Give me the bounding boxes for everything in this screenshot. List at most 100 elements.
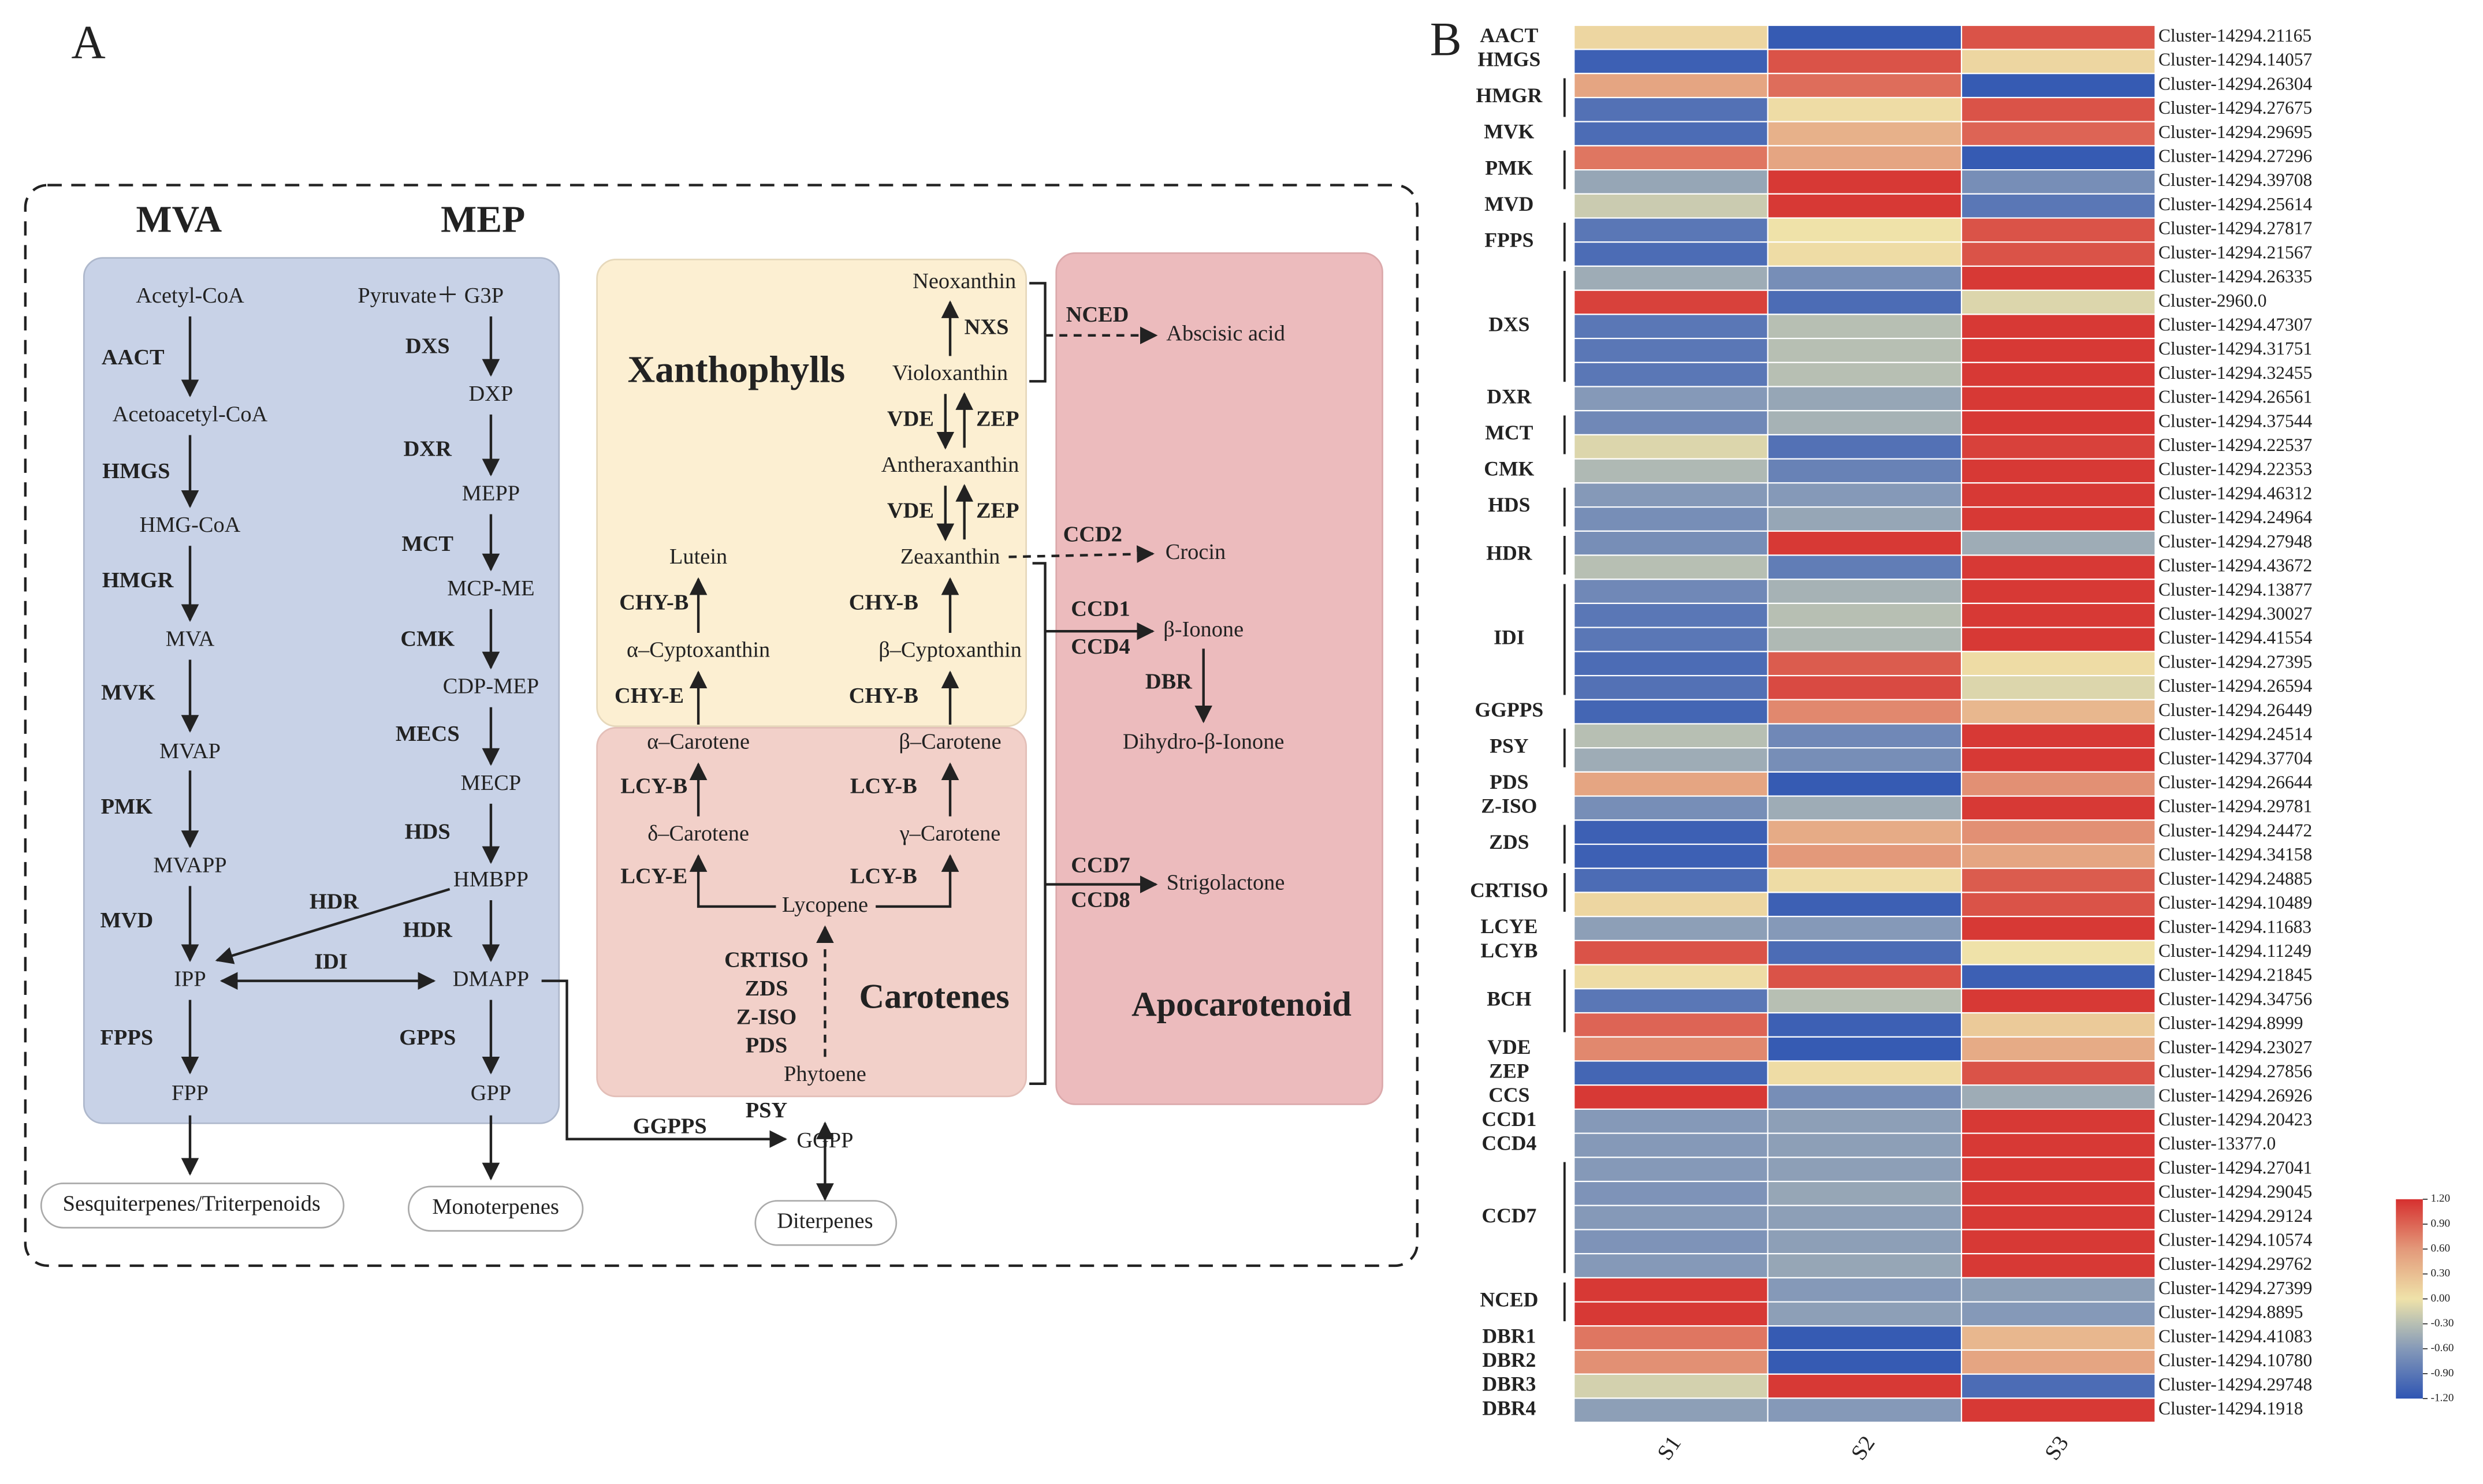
- enzyme: CHY-B: [619, 590, 688, 614]
- compound: DXP: [469, 382, 513, 406]
- heatmap-cell: [1573, 554, 1769, 580]
- heatmap-cell: [1960, 169, 2156, 195]
- enzyme: GGPPS: [633, 1114, 707, 1138]
- cluster-label: Cluster-14294.32455: [2158, 363, 2312, 383]
- cluster-label: Cluster-14294.23027: [2158, 1037, 2312, 1057]
- cluster-label: Cluster-14294.26926: [2158, 1085, 2312, 1105]
- enzyme: DXR: [404, 437, 452, 461]
- heatmap-cell: [1960, 217, 2156, 243]
- heatmap-cell: [1960, 554, 2156, 580]
- cluster-label: Cluster-14294.26561: [2158, 387, 2312, 407]
- cluster-label: Cluster-14294.24964: [2158, 507, 2313, 527]
- enzyme: VDE: [887, 407, 934, 431]
- heatmap-cell: [1573, 1060, 1769, 1086]
- enzyme: NCED: [1066, 303, 1129, 327]
- heatmap-cell: [1960, 1132, 2156, 1158]
- panel-label: A: [71, 16, 105, 69]
- heatmap-cell: [1767, 651, 1963, 677]
- heatmap-cell: [1960, 1397, 2156, 1423]
- enzyme: LCY-E: [620, 864, 687, 888]
- heatmap-cell: [1573, 1132, 1769, 1158]
- heatmap-cell: [1960, 1108, 2156, 1134]
- cluster-label: Cluster-13377.0: [2158, 1133, 2276, 1154]
- cluster-label: Cluster-14294.10780: [2158, 1350, 2312, 1370]
- heatmap-cell: [1573, 338, 1769, 363]
- enzyme: MECS: [396, 722, 460, 746]
- heatmap-cell: [1573, 1253, 1769, 1278]
- gene-label: CMK: [1484, 457, 1534, 480]
- heatmap-cell: [1573, 73, 1769, 99]
- heatmap-cell: [1767, 434, 1963, 460]
- compound: MECP: [461, 771, 522, 795]
- heatmap-cell: [1573, 1325, 1769, 1351]
- section-title: MEP: [441, 198, 525, 240]
- heatmap-cell: [1960, 121, 2156, 147]
- heatmap-cell: [1960, 361, 2156, 387]
- heatmap-cell: [1960, 916, 2156, 941]
- heatmap-cell: [1960, 843, 2156, 869]
- gene-label: MCT: [1485, 421, 1533, 444]
- heatmap-cell: [1767, 96, 1963, 122]
- heatmap-cell: [1573, 1229, 1769, 1255]
- heatmap-cell: [1767, 1349, 1963, 1375]
- heatmap-cell: [1960, 699, 2156, 725]
- heatmap-cell: [1960, 265, 2156, 291]
- arrow: [541, 979, 787, 1149]
- gene-label: FPPS: [1484, 228, 1533, 251]
- enzyme: HMGR: [102, 568, 174, 592]
- compound: IPP: [174, 967, 206, 991]
- heatmap-cell: [1573, 193, 1769, 219]
- heatmap-cell: [1767, 169, 1963, 195]
- mva-mep-box: [83, 257, 560, 1124]
- cluster-label: Cluster-14294.30027: [2158, 603, 2312, 624]
- cluster-label: Cluster-14294.27041: [2158, 1157, 2312, 1177]
- heatmap-cell: [1960, 410, 2156, 436]
- heatmap-cell: [1960, 1180, 2156, 1206]
- cluster-label: Cluster-14294.43672: [2158, 555, 2312, 576]
- heatmap-cell: [1960, 434, 2156, 460]
- heatmap-cell: [1573, 819, 1769, 845]
- heatmap-cell: [1960, 73, 2156, 99]
- heatmap-cell: [1767, 1277, 1963, 1303]
- compound: Neoxanthin: [913, 269, 1016, 293]
- xanthophylls-box: [596, 258, 1027, 727]
- gene-label: CCS: [1488, 1083, 1529, 1106]
- gene-label: LCYE: [1480, 915, 1538, 938]
- heatmap-cell: [1767, 410, 1963, 436]
- heatmap-cell: [1573, 964, 1769, 990]
- cluster-label: Cluster-14294.41083: [2158, 1326, 2312, 1346]
- cluster-label: Cluster-14294.10489: [2158, 893, 2312, 913]
- heatmap-cell: [1573, 988, 1769, 1014]
- gene-label: DBR4: [1482, 1396, 1536, 1419]
- heatmap-cell: [1960, 1301, 2156, 1327]
- compound: Antheraxanthin: [881, 453, 1019, 477]
- compound: GPP: [471, 1081, 511, 1105]
- heatmap-cell: [1767, 819, 1963, 845]
- cluster-label: Cluster-14294.10574: [2158, 1230, 2313, 1250]
- cluster-label: Cluster-14294.26335: [2158, 266, 2312, 286]
- colorbar-tick-label: -0.30: [2431, 1317, 2454, 1329]
- heatmap-cell: [1767, 73, 1963, 99]
- colorbar-tick-label: -0.90: [2431, 1367, 2454, 1379]
- arrow: [876, 854, 959, 908]
- colorbar: [2396, 1199, 2423, 1399]
- compound: Lycopene: [782, 893, 868, 917]
- heatmap-cell: [1573, 289, 1769, 315]
- cluster-label: Cluster-14294.39708: [2158, 170, 2312, 190]
- heatmap-cell: [1767, 1229, 1963, 1255]
- compound: HMG-CoA: [140, 513, 241, 537]
- heatmap-cell: [1767, 24, 1963, 50]
- column-label: S1: [1653, 1431, 1687, 1464]
- cluster-label: Cluster-14294.27675: [2158, 98, 2312, 118]
- cluster-label: Cluster-14294.26594: [2158, 676, 2313, 696]
- compound: γ–Carotene: [899, 821, 1001, 845]
- heatmap-cell: [1573, 1084, 1769, 1110]
- heatmap-cell: [1767, 1253, 1963, 1278]
- arrow: [1029, 282, 1047, 383]
- heatmap-cell: [1960, 1229, 2156, 1255]
- enzyme: LCY-B: [620, 774, 687, 798]
- arrows: [181, 282, 1213, 1201]
- heatmap-cell: [1767, 386, 1963, 412]
- cluster-label: Cluster-14294.24885: [2158, 868, 2312, 889]
- gene-label: HMGR: [1476, 84, 1543, 107]
